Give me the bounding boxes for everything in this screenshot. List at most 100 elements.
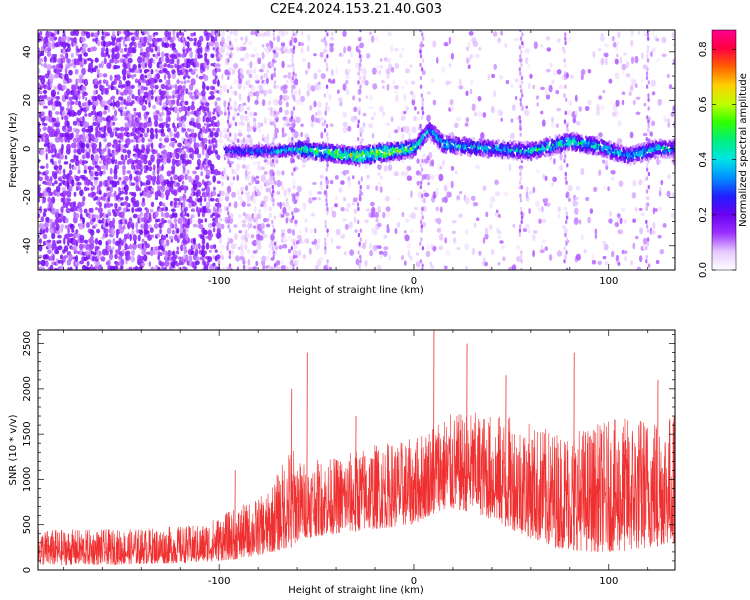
spectrogram-cell	[103, 130, 107, 138]
spectrogram-cell	[154, 248, 159, 255]
spectrogram-cell	[325, 193, 328, 198]
spectrogram-cell	[310, 114, 315, 123]
spectrogram-cell	[229, 67, 232, 72]
spectrogram-cell	[194, 142, 200, 149]
spectrogram-cell	[98, 95, 103, 102]
spectrogram-cell	[269, 240, 275, 246]
spectrogram-cell	[125, 80, 131, 87]
figure-title: C2E4.2024.153.21.40.G03	[270, 2, 442, 17]
spectrogram-cell	[39, 31, 43, 36]
spectrogram-cell	[217, 193, 221, 197]
spectrogram-cell	[74, 128, 80, 134]
spectrogram-cell	[559, 164, 564, 171]
spectrogram-cell	[324, 224, 327, 229]
spectrogram-cell	[443, 196, 448, 204]
spectrogram-cell	[221, 255, 224, 261]
spectrogram-cell	[292, 67, 295, 72]
spectrogram-cell	[564, 36, 567, 41]
spectrogram-cell	[171, 208, 176, 212]
spectrogram-cell	[89, 242, 95, 250]
spectrogram-cell	[518, 45, 522, 50]
spectrogram-cell	[278, 99, 283, 106]
spectrogram-cell	[421, 215, 424, 220]
spectrogram-cell	[236, 138, 240, 144]
spectrogram-cell	[141, 61, 146, 69]
spectrogram-cell	[126, 149, 132, 155]
spectrogram-cell	[640, 52, 645, 60]
spectrogram-cell	[292, 241, 296, 246]
spectrogram-cell	[165, 233, 169, 238]
spectrogram-cell	[459, 78, 462, 86]
spectrogram-cell	[229, 31, 233, 35]
spectrogram-cell	[514, 37, 518, 42]
spectrogram-cell	[598, 169, 602, 176]
spectrogram-cell	[565, 211, 568, 216]
spectrogram-cell	[324, 58, 327, 63]
spectrogram-cell	[69, 163, 72, 170]
spectrogram-cell	[139, 255, 144, 262]
spectrogram-cell	[137, 234, 141, 242]
spectrogram-cell	[284, 95, 290, 101]
spectrogram-cell	[227, 106, 230, 111]
spectrogram-cell	[354, 145, 358, 150]
spectrogram-cell	[313, 142, 317, 148]
spectrogram-cell	[70, 53, 74, 58]
spectrogram-cell	[192, 170, 197, 175]
spectrogram-cell	[425, 250, 431, 258]
spectrogram-cell	[119, 48, 124, 54]
spectrogram-cell	[240, 234, 245, 241]
spectrogram-cell	[134, 265, 139, 270]
spectrogram-cell	[226, 88, 230, 94]
spectrogram-cell	[400, 115, 406, 121]
spectrogram-cell	[557, 206, 561, 212]
spectrogram-cell	[273, 123, 277, 129]
spectrogram-cell	[291, 75, 295, 81]
spectrogram-cell	[409, 228, 414, 233]
spectrogram-cell	[385, 68, 391, 75]
spectrogram-cell	[326, 54, 329, 59]
spectrogram-cell	[248, 125, 253, 132]
spectrogram-cell	[326, 32, 329, 37]
spectrogram-cell	[106, 191, 112, 198]
spectrogram-cell	[372, 67, 377, 75]
spectrogram-cell	[397, 156, 401, 162]
spectrogram-cell	[74, 212, 80, 219]
spectrogram-cell	[108, 176, 114, 181]
spectrogram-cell	[252, 266, 257, 270]
spectrogram-cell	[279, 106, 283, 113]
spectrogram-cell	[193, 132, 197, 138]
spectrogram-cell	[153, 89, 157, 93]
spectrogram-cell	[465, 117, 470, 123]
spectrogram-cell	[306, 238, 310, 245]
spectrogram-cell	[145, 251, 151, 255]
spectrogram-cell	[338, 160, 341, 164]
spectrogram-cell	[181, 93, 184, 98]
spectrogram-cell	[533, 41, 538, 49]
spectrogram-cell	[268, 100, 272, 106]
spectrogram-cell	[41, 111, 45, 117]
spectrogram-cell	[291, 211, 294, 216]
spectrogram-cell	[302, 254, 307, 260]
spectrogram-cell	[62, 168, 66, 175]
spectrogram-cell	[83, 43, 89, 48]
spectrogram-cell	[600, 57, 605, 66]
spectrogram-cell	[141, 127, 146, 134]
spectrogram-cell	[62, 47, 66, 55]
spectrogram-cell	[645, 176, 649, 181]
spectrogram-cell	[55, 230, 61, 235]
spectrogram-cell	[575, 185, 581, 191]
spectrogram-cell	[272, 32, 275, 37]
spectrogram-cell	[359, 30, 362, 33]
spectrogram-cell	[206, 106, 210, 113]
spectrogram-cell	[227, 267, 231, 270]
spectrogram-cell	[133, 176, 137, 181]
spectrogram-cell	[280, 214, 285, 218]
spectrogram-cell	[94, 214, 100, 219]
spectrogram-cell	[247, 222, 251, 230]
spectrogram-cell	[38, 266, 43, 270]
spectrogram-cell	[273, 54, 276, 59]
spectrogram-cell	[335, 245, 341, 250]
spectrogram-cell	[630, 39, 634, 47]
spectrogram-cell	[212, 262, 216, 267]
spectrogram-cell	[317, 244, 320, 249]
